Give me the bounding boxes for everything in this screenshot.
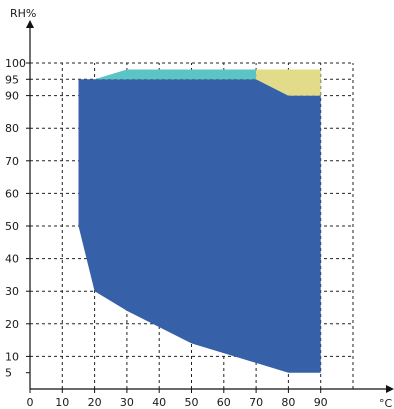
region-2 xyxy=(256,69,321,96)
x-tick-label-60: 60 xyxy=(217,396,231,409)
x-tick-label-0: 0 xyxy=(27,396,34,409)
region-1 xyxy=(94,69,257,80)
y-tick-label-5: 5 xyxy=(5,367,12,380)
x-tick-label-70: 70 xyxy=(249,396,263,409)
y-axis-arrow xyxy=(26,20,34,28)
y-tick-label-30: 30 xyxy=(5,285,19,298)
x-tick-label-30: 30 xyxy=(120,396,134,409)
y-tick-label-95: 95 xyxy=(5,73,19,86)
x-tick-label-40: 40 xyxy=(152,396,166,409)
x-axis-label: °C xyxy=(379,397,393,409)
y-tick-label-20: 20 xyxy=(5,318,19,331)
y-axis-label: RH% xyxy=(10,7,36,20)
axes xyxy=(26,20,394,393)
operating-regions xyxy=(78,69,321,373)
x-tick-label-20: 20 xyxy=(88,396,102,409)
x-tick-label-10: 10 xyxy=(55,396,69,409)
x-tick-label-90: 90 xyxy=(314,396,328,409)
x-axis-arrow xyxy=(386,385,394,393)
y-tick-label-80: 80 xyxy=(5,122,19,135)
y-tick-label-50: 50 xyxy=(5,220,19,233)
y-tick-label-70: 70 xyxy=(5,155,19,168)
x-tick-label-80: 80 xyxy=(281,396,295,409)
tick-labels: 0 10 20 30 40 50 60 70 80 90 5 10 20 30 40 50 60 70 80 90 95… xyxy=(5,57,328,409)
y-tick-label-60: 60 xyxy=(5,187,19,200)
y-tick-label-40: 40 xyxy=(5,253,19,266)
y-tick-label-10: 10 xyxy=(5,350,19,363)
y-tick-label-100: 100 xyxy=(5,57,26,70)
x-tick-label-50: 50 xyxy=(185,396,199,409)
region-0 xyxy=(78,79,321,373)
y-tick-label-90: 90 xyxy=(5,90,19,103)
